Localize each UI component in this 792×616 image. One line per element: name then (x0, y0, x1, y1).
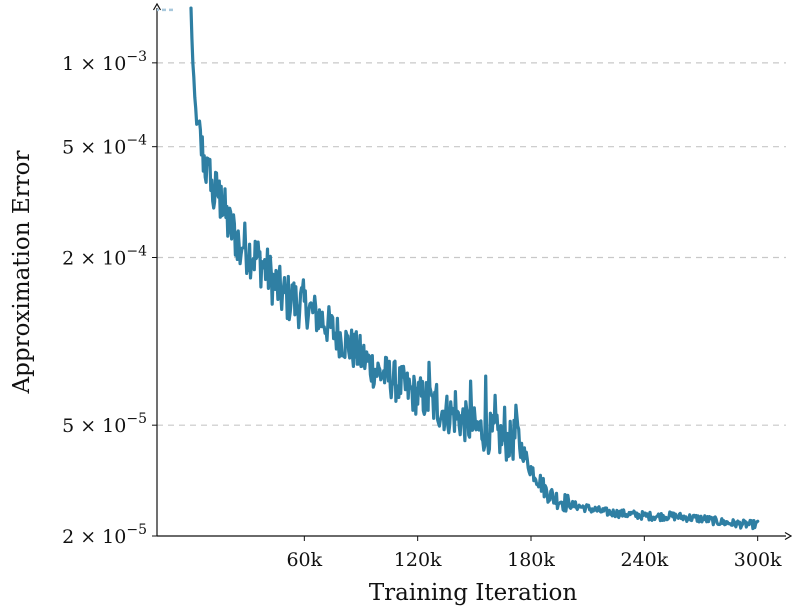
x-tick-label: 240k (620, 549, 668, 571)
y-tick-label: 2 × 10−5 (62, 522, 147, 548)
y-tick-label: 5 × 10−5 (62, 411, 147, 437)
x-tick-label: 300k (734, 549, 782, 571)
series-line (189, 6, 760, 531)
y-ticks: 1 × 10−3 5 × 10−4 2 × 10−4 5 × 10−5 2 × 10−5 (62, 49, 157, 548)
x-axis-arrow (784, 531, 792, 541)
y-axis-arrow (152, 2, 162, 11)
y-gridlines (157, 62, 786, 426)
x-ticks: 60k 120k 180k 240k 300k (286, 536, 782, 571)
x-tick-label: 60k (286, 549, 322, 571)
y-axis-title: Approximation Error (9, 151, 35, 395)
y-tick-label: 1 × 10−3 (62, 49, 147, 75)
x-axis-title: Training Iteration (369, 580, 578, 606)
x-tick-label: 180k (507, 549, 555, 571)
axes (152, 2, 792, 541)
x-tick-label: 120k (394, 549, 442, 571)
y-tick-label: 5 × 10−4 (62, 133, 147, 159)
y-tick-label: 2 × 10−4 (62, 244, 147, 270)
